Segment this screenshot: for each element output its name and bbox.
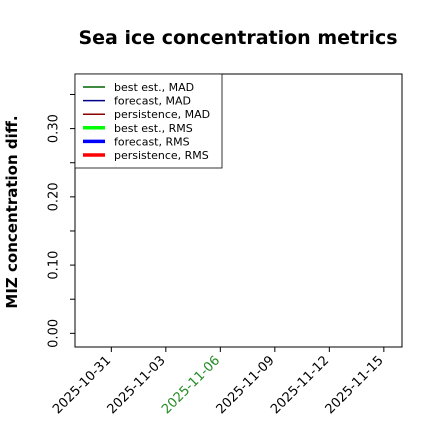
legend-label: best est., RMS [114, 122, 193, 135]
y-tick-label: 0.10 [47, 251, 62, 280]
x-axis-ticks: 2025-10-312025-11-032025-11-062025-11-09… [50, 347, 387, 417]
y-axis-ticks: 0.00 0.10 0.20 0.30 [47, 93, 75, 348]
y-tick-label: 0.30 [47, 114, 62, 143]
legend-label: forecast, RMS [114, 135, 190, 148]
y-tick-label: 0.00 [47, 319, 62, 348]
x-tick-label: 2025-11-15 [323, 353, 387, 417]
legend-box [74, 73, 223, 169]
chart-title: Sea ice concentration metrics [78, 27, 397, 49]
plot-area [74, 73, 403, 348]
y-axis-label: MIZ concentration diff. [3, 115, 21, 308]
legend-label: best est., MAD [114, 81, 194, 94]
legend-label: persistence, MAD [114, 108, 210, 121]
legend-label: forecast, MAD [114, 95, 191, 108]
legend-label: persistence, RMS [114, 149, 209, 162]
y-tick-label: 0.20 [47, 182, 62, 211]
